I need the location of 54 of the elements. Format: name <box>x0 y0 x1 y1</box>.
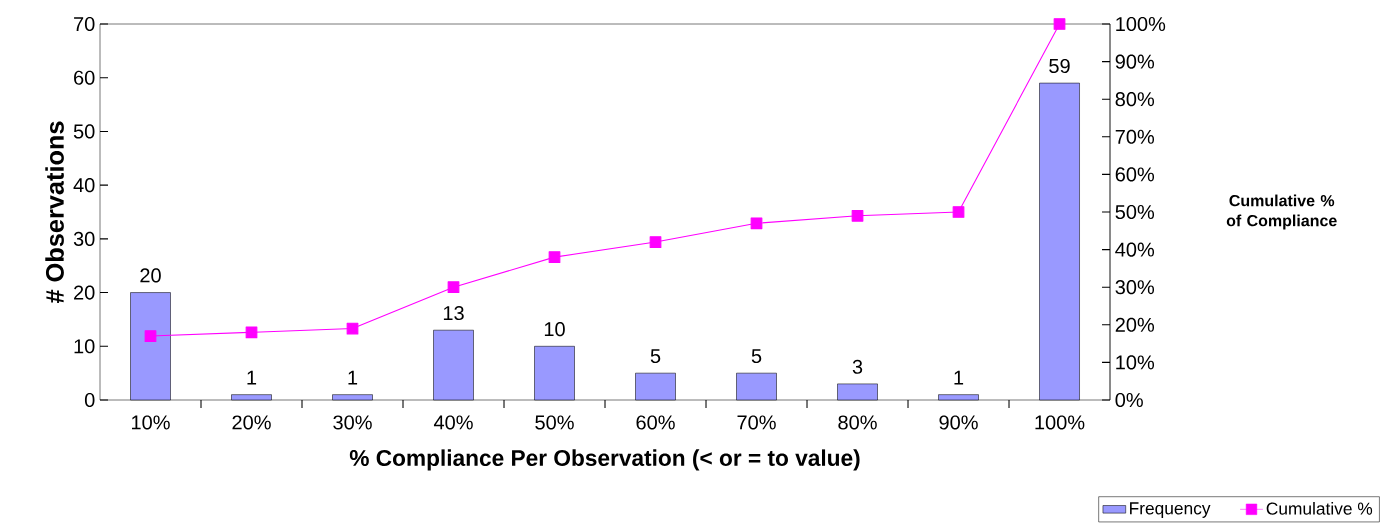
y-tick-label: 10 <box>74 339 95 354</box>
y2-tick-label: 20% <box>1115 317 1155 332</box>
y2-tick-label: 10% <box>1116 355 1155 370</box>
point <box>649 236 662 248</box>
y-tick-label: 60 <box>74 70 95 85</box>
point <box>548 251 561 263</box>
data-label: 13 <box>443 305 464 321</box>
x-tick-label: 60% <box>636 415 675 430</box>
y-tick-label: 30 <box>73 231 95 246</box>
y-tick-label: 40 <box>73 178 95 193</box>
x-tick-label: 30% <box>333 415 372 430</box>
y-tick-label: 70 <box>74 16 95 32</box>
data-label: 1 <box>348 370 358 385</box>
y2-tick-label: 40% <box>1115 242 1155 257</box>
y2-tick-label: 60% <box>1115 167 1155 182</box>
data-label: 59 <box>1049 58 1070 74</box>
x-tick-label: 90% <box>939 415 978 430</box>
x-tick-label: 20% <box>232 415 271 430</box>
point <box>144 330 157 342</box>
legend-label: Cumulative % <box>1266 502 1373 515</box>
y2-axis-title: Cumulative % of Compliance <box>1226 194 1337 230</box>
x-axis-title: % Compliance Per Observation (< or = to value) <box>349 449 860 471</box>
data-label: 20 <box>140 268 161 283</box>
y2-tick-label: 90% <box>1115 54 1155 69</box>
y-tick-label: 20 <box>74 285 95 300</box>
data-label: 5 <box>650 349 661 364</box>
y-tick-label: 0 <box>84 392 95 408</box>
x-tick-label: 70% <box>737 415 776 430</box>
point <box>346 322 359 335</box>
y2-tick-label: 70% <box>1115 129 1155 144</box>
y-axis-title: # Observations <box>45 121 64 304</box>
x-tick-label: 50% <box>535 415 574 430</box>
y2-tick-label: 30% <box>1115 280 1155 295</box>
x-tick-label: 80% <box>838 415 877 430</box>
point <box>245 326 258 339</box>
data-label: 1 <box>247 370 257 385</box>
point <box>750 217 763 230</box>
legend-label: Frequency <box>1130 502 1211 518</box>
y2-tick-label: 0% <box>1115 392 1143 408</box>
point <box>1053 18 1066 30</box>
point <box>851 209 864 222</box>
x-tick-label: 10% <box>132 415 170 430</box>
y2-tick-label: 80% <box>1115 92 1155 107</box>
data-label: 3 <box>852 359 863 374</box>
data-label: 10 <box>544 322 565 337</box>
y-tick-label: 50 <box>73 124 95 139</box>
data-label: 1 <box>954 370 964 385</box>
point <box>447 281 460 294</box>
data-label: 5 <box>751 349 762 364</box>
point <box>952 206 965 218</box>
x-tick-label: 40% <box>433 415 473 430</box>
x-tick-label: 100% <box>1035 415 1085 430</box>
y2-tick-label: 50% <box>1115 204 1155 220</box>
y2-tick-label: 100% <box>1116 16 1166 32</box>
